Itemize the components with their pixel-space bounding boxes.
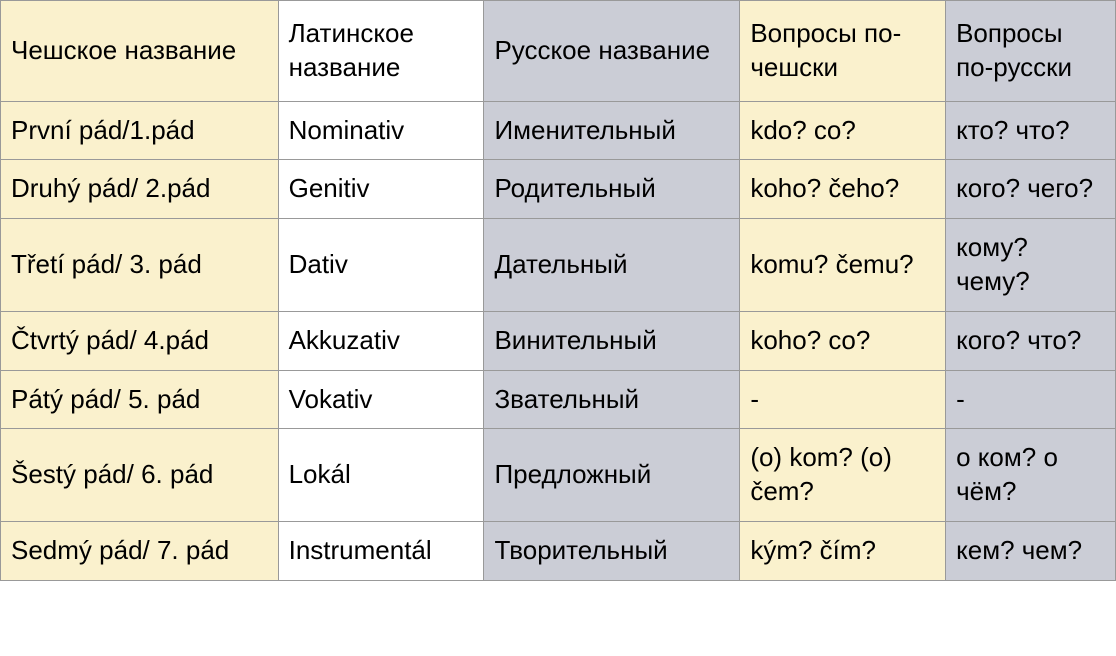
cases-table: Чешское название Латинское название Русс…	[0, 0, 1116, 581]
header-russian-name: Русское название	[484, 1, 740, 102]
table-row: Sedmý pád/ 7. pád Instrumentál Творитель…	[1, 521, 1116, 580]
cell-russian-name: Дательный	[484, 219, 740, 312]
cell-latin-name: Lokál	[278, 429, 484, 522]
cell-questions-russian: кого? что?	[946, 311, 1116, 370]
cell-czech-name: Pátý pád/ 5. pád	[1, 370, 279, 429]
cell-latin-name: Dativ	[278, 219, 484, 312]
cell-latin-name: Genitiv	[278, 160, 484, 219]
cell-latin-name: Vokativ	[278, 370, 484, 429]
cell-questions-czech: koho? čeho?	[740, 160, 946, 219]
table-row: Šestý pád/ 6. pád Lokál Предложный (o) k…	[1, 429, 1116, 522]
cell-questions-russian: -	[946, 370, 1116, 429]
cell-latin-name: Nominativ	[278, 101, 484, 160]
table-row: Třetí pád/ 3. pád Dativ Дательный komu? …	[1, 219, 1116, 312]
cell-questions-russian: кто? что?	[946, 101, 1116, 160]
cell-latin-name: Akkuzativ	[278, 311, 484, 370]
cell-questions-russian: кем? чем?	[946, 521, 1116, 580]
cell-russian-name: Именительный	[484, 101, 740, 160]
table-row: Druhý pád/ 2.pád Genitiv Родительный koh…	[1, 160, 1116, 219]
cell-czech-name: Druhý pád/ 2.pád	[1, 160, 279, 219]
cell-czech-name: Šestý pád/ 6. pád	[1, 429, 279, 522]
table-header-row: Чешское название Латинское название Русс…	[1, 1, 1116, 102]
header-latin-name: Латинское название	[278, 1, 484, 102]
cell-questions-russian: кого? чего?	[946, 160, 1116, 219]
cell-questions-czech: koho? co?	[740, 311, 946, 370]
table-row: První pád/1.pád Nominativ Именительный k…	[1, 101, 1116, 160]
header-czech-name: Чешское название	[1, 1, 279, 102]
cell-questions-russian: о ком? о чём?	[946, 429, 1116, 522]
cell-questions-czech: kdo? co?	[740, 101, 946, 160]
cell-russian-name: Родительный	[484, 160, 740, 219]
cell-czech-name: První pád/1.pád	[1, 101, 279, 160]
cell-russian-name: Творительный	[484, 521, 740, 580]
cell-russian-name: Винительный	[484, 311, 740, 370]
cell-russian-name: Предложный	[484, 429, 740, 522]
cell-czech-name: Sedmý pád/ 7. pád	[1, 521, 279, 580]
cell-czech-name: Třetí pád/ 3. pád	[1, 219, 279, 312]
cell-russian-name: Звательный	[484, 370, 740, 429]
cell-czech-name: Čtvrtý pád/ 4.pád	[1, 311, 279, 370]
header-questions-russian: Вопросы по-русски	[946, 1, 1116, 102]
cell-questions-czech: -	[740, 370, 946, 429]
cell-questions-czech: komu? čemu?	[740, 219, 946, 312]
cell-questions-czech: (o) kom? (o) čem?	[740, 429, 946, 522]
table-row: Pátý pád/ 5. pád Vokativ Звательный - -	[1, 370, 1116, 429]
header-questions-czech: Вопросы по-чешски	[740, 1, 946, 102]
cell-questions-czech: kým? čím?	[740, 521, 946, 580]
cell-questions-russian: кому? чему?	[946, 219, 1116, 312]
table-row: Čtvrtý pád/ 4.pád Akkuzativ Винительный …	[1, 311, 1116, 370]
cell-latin-name: Instrumentál	[278, 521, 484, 580]
